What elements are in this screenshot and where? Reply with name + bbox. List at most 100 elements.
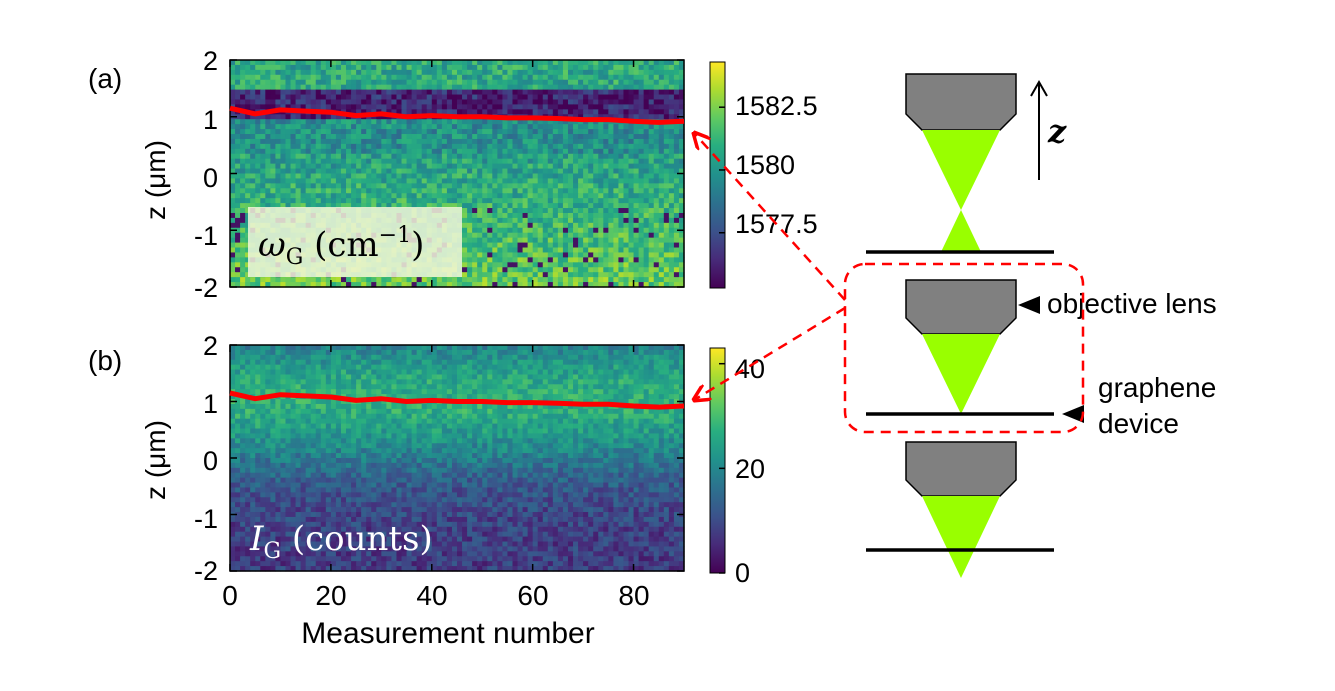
heatmap-cell <box>518 198 524 204</box>
heatmap-cell <box>593 139 599 145</box>
heatmap-cell <box>442 350 448 356</box>
heatmap-cell <box>422 345 428 351</box>
heatmap-cell <box>442 183 448 189</box>
heatmap-cell <box>457 80 463 86</box>
heatmap-cell <box>654 109 660 115</box>
heatmap-cell <box>578 109 584 115</box>
heatmap-cell <box>553 109 559 115</box>
heatmap-cell <box>351 144 357 150</box>
heatmap-cell <box>447 355 453 361</box>
heatmap-cell <box>240 203 246 209</box>
heatmap-cell <box>543 370 549 376</box>
heatmap-cell <box>497 365 503 371</box>
heatmap-cell <box>250 183 256 189</box>
heatmap-cell <box>608 238 614 244</box>
heatmap-cell <box>608 213 614 219</box>
heatmap-cell <box>462 365 468 371</box>
heatmap-cell <box>230 129 236 135</box>
heatmap-cell <box>618 95 624 101</box>
heatmap-cell <box>452 277 458 283</box>
heatmap-cell <box>240 124 246 130</box>
heatmap-cell <box>245 159 251 165</box>
heatmap-cell <box>260 365 266 371</box>
heatmap-cell <box>361 65 367 71</box>
heatmap-cell <box>629 257 635 263</box>
heatmap-cell <box>659 169 665 175</box>
heatmap-cell <box>487 355 493 361</box>
heatmap-cell <box>396 154 402 160</box>
heatmap-cell <box>538 379 544 385</box>
heatmap-cell <box>417 104 423 110</box>
heatmap-cell <box>578 183 584 189</box>
heatmap-cell <box>644 272 650 278</box>
heatmap-cell <box>639 134 645 140</box>
heatmap-cell <box>316 90 322 96</box>
heatmap-cell <box>654 370 660 376</box>
heatmap-cell <box>573 365 579 371</box>
heatmap-cell <box>502 193 508 199</box>
heatmap-cell <box>356 129 362 135</box>
heatmap-cell <box>543 238 549 244</box>
heatmap-cell <box>502 60 508 66</box>
heatmap-cell <box>558 129 564 135</box>
heatmap-cell <box>467 70 473 76</box>
heatmap-cell <box>412 365 418 371</box>
heatmap-cell <box>447 149 453 155</box>
heatmap-cell <box>240 174 246 180</box>
heatmap-cell <box>588 365 594 371</box>
heatmap-cell <box>452 164 458 170</box>
heatmap-cell <box>618 252 624 258</box>
heatmap-cell <box>644 267 650 273</box>
heatmap-cell <box>402 193 408 199</box>
heatmap-cell <box>613 154 619 160</box>
heatmap-cell <box>356 350 362 356</box>
heatmap-cell <box>346 198 352 204</box>
heatmap-cell <box>442 188 448 194</box>
heatmap-cell <box>316 75 322 81</box>
heatmap-cell <box>311 70 317 76</box>
heatmap-cell <box>563 70 569 76</box>
heatmap-cell <box>593 223 599 229</box>
heatmap-cell <box>422 384 428 390</box>
heatmap-cell <box>623 139 629 145</box>
heatmap-cell <box>361 169 367 175</box>
heatmap-cell <box>437 80 443 86</box>
heatmap-cell <box>381 70 387 76</box>
heatmap-cell <box>270 365 276 371</box>
heatmap-cell <box>523 198 529 204</box>
heatmap-cell <box>639 65 645 71</box>
panel-a-cbar-label-1580: 1580 <box>735 150 795 180</box>
heatmap-cell <box>644 164 650 170</box>
heatmap-cell <box>467 129 473 135</box>
heatmap-cell <box>351 384 357 390</box>
heatmap-cell <box>543 228 549 234</box>
heatmap-cell <box>275 164 281 170</box>
heatmap-cell <box>639 95 645 101</box>
heatmap-cell <box>311 169 317 175</box>
heatmap-cell <box>518 80 524 86</box>
heatmap-cell <box>316 134 322 140</box>
heatmap-cell <box>351 99 357 105</box>
heatmap-cell <box>634 149 640 155</box>
heatmap-cell <box>311 144 317 150</box>
heatmap-cell <box>255 134 261 140</box>
heatmap-cell <box>376 193 382 199</box>
heatmap-cell <box>654 379 660 385</box>
heatmap-cell <box>553 154 559 160</box>
heatmap-cell <box>518 90 524 96</box>
heatmap-cell <box>341 350 347 356</box>
heatmap-cell <box>326 174 332 180</box>
heatmap-cell <box>381 365 387 371</box>
heatmap-cell <box>578 272 584 278</box>
heatmap-cell <box>301 379 307 385</box>
heatmap-cell <box>336 70 342 76</box>
heatmap-cell <box>366 134 372 140</box>
heatmap-cell <box>422 174 428 180</box>
heatmap-cell <box>432 183 438 189</box>
heatmap-cell <box>467 233 473 239</box>
heatmap-cell <box>588 252 594 258</box>
heatmap-cell <box>623 188 629 194</box>
heatmap-cell <box>558 159 564 165</box>
heatmap-cell <box>588 248 594 254</box>
heatmap-cell <box>558 139 564 145</box>
